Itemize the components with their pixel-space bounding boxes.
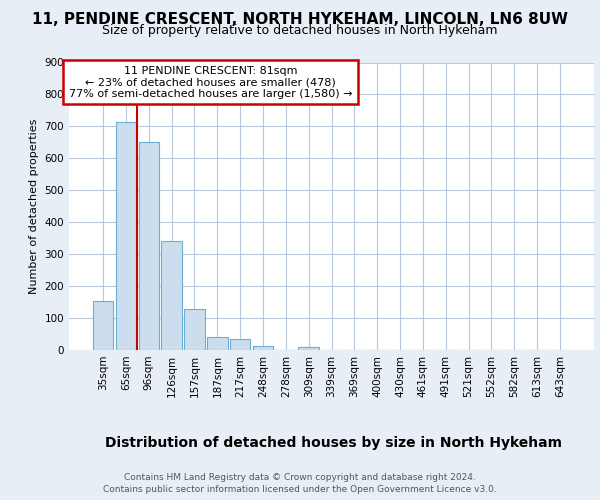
Bar <box>253 346 273 350</box>
Text: Distribution of detached houses by size in North Hykeham: Distribution of detached houses by size … <box>104 436 562 450</box>
Text: 11 PENDINE CRESCENT: 81sqm
← 23% of detached houses are smaller (478)
77% of sem: 11 PENDINE CRESCENT: 81sqm ← 23% of deta… <box>69 66 352 99</box>
Bar <box>230 339 250 350</box>
Bar <box>184 309 205 350</box>
Bar <box>93 302 113 350</box>
Y-axis label: Number of detached properties: Number of detached properties <box>29 118 39 294</box>
Text: Contains public sector information licensed under the Open Government Licence v3: Contains public sector information licen… <box>103 486 497 494</box>
Text: 11, PENDINE CRESCENT, NORTH HYKEHAM, LINCOLN, LN6 8UW: 11, PENDINE CRESCENT, NORTH HYKEHAM, LIN… <box>32 12 568 28</box>
Text: Contains HM Land Registry data © Crown copyright and database right 2024.: Contains HM Land Registry data © Crown c… <box>124 473 476 482</box>
Bar <box>139 142 159 350</box>
Bar <box>161 242 182 350</box>
Bar <box>116 122 136 350</box>
Bar <box>207 336 227 350</box>
Text: Size of property relative to detached houses in North Hykeham: Size of property relative to detached ho… <box>102 24 498 37</box>
Bar <box>298 348 319 350</box>
